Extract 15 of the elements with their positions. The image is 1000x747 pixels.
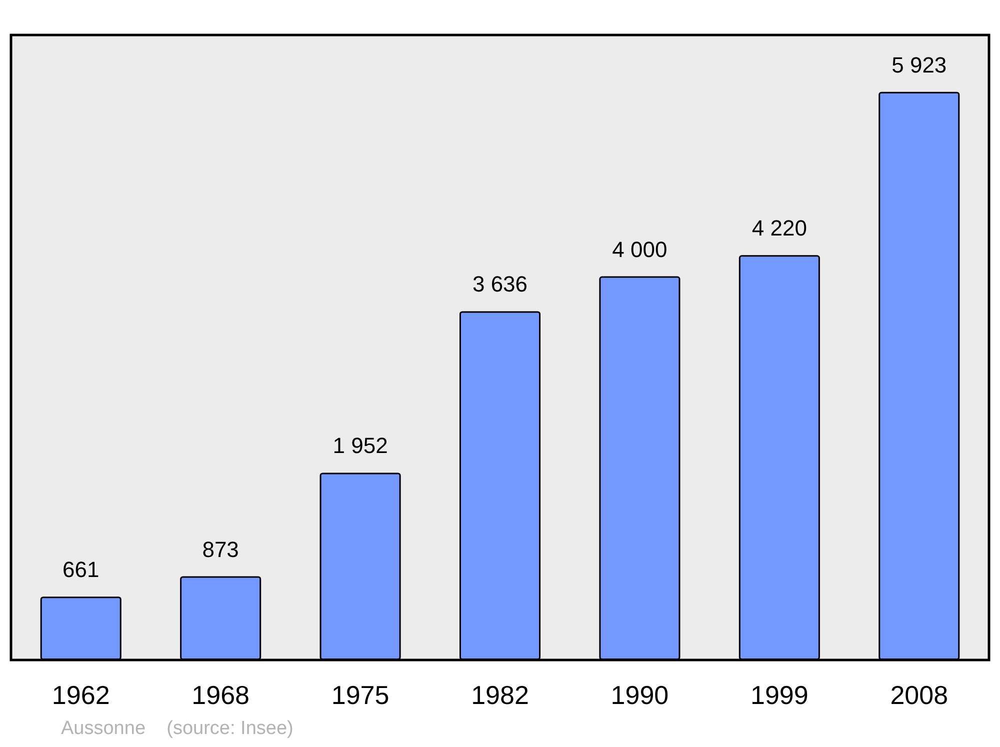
data-label: 5 923: [892, 52, 947, 78]
x-tick-label: 1982: [471, 680, 529, 710]
data-label: 4 000: [612, 236, 668, 262]
x-tick-label: 2008: [890, 680, 948, 710]
x-tick-label: 1990: [610, 680, 669, 710]
x-tick-label: 1962: [52, 680, 110, 710]
x-tick-label: 1999: [750, 680, 808, 710]
x-tick-label: 1968: [192, 680, 250, 710]
data-label: 1 952: [332, 433, 388, 458]
x-tick-label: 1975: [331, 680, 390, 710]
data-label: 3 636: [472, 272, 528, 297]
data-label: 4 220: [752, 216, 807, 241]
data-label: 873: [202, 536, 239, 562]
text: Aussonne (source: Insee): [61, 718, 294, 739]
data-label: 661: [62, 557, 100, 582]
